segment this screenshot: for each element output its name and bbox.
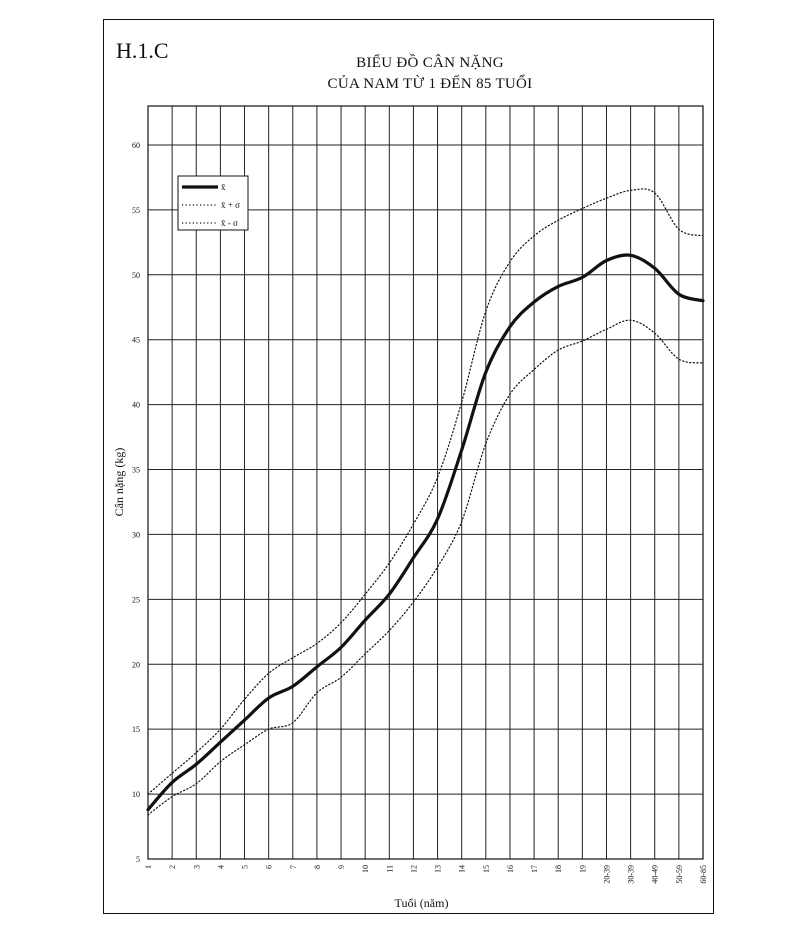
y-tick-label: 60 bbox=[132, 141, 140, 150]
x-tick-label: 14 bbox=[458, 865, 467, 873]
x-tick-label: 17 bbox=[530, 865, 539, 873]
legend-label-0: x̄ bbox=[221, 182, 226, 192]
y-tick-label: 45 bbox=[132, 336, 140, 345]
y-tick-label: 55 bbox=[132, 206, 140, 215]
x-axis-label: Tuổi (năm) bbox=[395, 896, 449, 910]
legend-label-1: x̄ + σ bbox=[221, 200, 240, 210]
figure-frame bbox=[103, 19, 714, 914]
legend-box bbox=[177, 175, 249, 231]
figure-label: H.1.C bbox=[116, 38, 169, 63]
x-tick-label: 6 bbox=[265, 865, 274, 869]
y-tick-label: 50 bbox=[132, 271, 140, 280]
series-line-2 bbox=[147, 319, 704, 816]
y-tick-label: 15 bbox=[132, 725, 140, 734]
x-tick-label: 11 bbox=[385, 865, 394, 873]
x-tick-label: 5 bbox=[241, 865, 250, 869]
y-tick-label: 40 bbox=[132, 401, 140, 410]
series-line-1 bbox=[147, 188, 704, 795]
x-tick-label: 13 bbox=[434, 865, 443, 873]
plot-area bbox=[147, 105, 704, 860]
chart-title: BIỂU ĐỒ CÂN NẶNG bbox=[356, 55, 504, 71]
x-tick-label: 19 bbox=[578, 865, 587, 873]
x-tick-label: 16 bbox=[506, 865, 515, 873]
x-tick-label: 4 bbox=[216, 865, 225, 869]
chart-subtitle: CỦA NAM TỪ 1 ĐẾN 85 TUỔI bbox=[327, 76, 533, 92]
x-tick-label: 20-39 bbox=[602, 865, 611, 884]
x-tick-label: 3 bbox=[192, 865, 201, 869]
y-tick-label: 5 bbox=[136, 855, 140, 864]
series-line-0 bbox=[146, 253, 705, 812]
x-tick-label: 15 bbox=[482, 865, 491, 873]
legend-label-2: x̄ - σ bbox=[221, 218, 238, 228]
y-tick-label: 30 bbox=[132, 530, 140, 539]
y-tick-label: 25 bbox=[132, 595, 140, 604]
x-tick-label: 18 bbox=[554, 865, 563, 873]
x-tick-label: 7 bbox=[289, 865, 298, 869]
y-tick-label: 10 bbox=[132, 790, 140, 799]
y-axis-label: Cân nặng (kg) bbox=[112, 448, 126, 517]
x-tick-label: 30-39 bbox=[627, 865, 636, 884]
x-tick-label: 9 bbox=[337, 865, 346, 869]
y-tick-label: 20 bbox=[132, 660, 140, 669]
x-tick-label: 2 bbox=[168, 865, 177, 869]
x-tick-label: 10 bbox=[361, 865, 370, 873]
y-tick-label: 35 bbox=[132, 466, 140, 475]
x-tick-label: 1 bbox=[144, 865, 153, 869]
x-tick-label: 40-49 bbox=[651, 865, 660, 884]
x-tick-label: 60-85 bbox=[699, 865, 708, 884]
x-tick-label: 8 bbox=[313, 865, 322, 869]
x-tick-label: 50-59 bbox=[675, 865, 684, 884]
x-tick-label: 12 bbox=[409, 865, 418, 873]
